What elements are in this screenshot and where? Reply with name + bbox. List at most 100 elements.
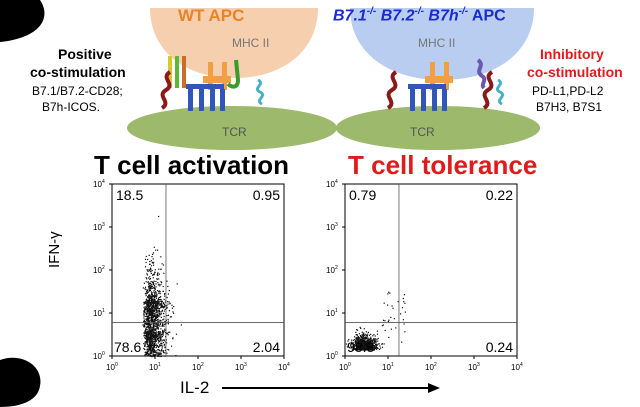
positive-subtitle: co-stimulation <box>30 64 126 80</box>
x-axis-label: IL-2 <box>180 378 210 397</box>
dot-cloud <box>142 215 182 358</box>
y-tick-exponent: 1 <box>102 308 105 314</box>
x-tick-label: 10 <box>468 363 477 372</box>
left-b7-ligand-2 <box>175 56 179 88</box>
right-teal-squiggle <box>495 78 505 106</box>
x-tick-exponent: 2 <box>434 362 437 368</box>
x-tick-exponent: 1 <box>158 362 161 368</box>
inhibitory-subtitle: co-stimulation <box>527 64 623 80</box>
quadrant-upper-left: 18.5 <box>116 187 143 203</box>
y-tick-label: 10 <box>93 180 102 189</box>
right-tcr-stalk-3 <box>432 89 437 111</box>
left-tcr-stalk-3 <box>210 89 215 111</box>
x-tick-exponent: 2 <box>201 362 204 368</box>
x-tick-exponent: 0 <box>115 362 118 368</box>
right-receptor-squiggle-2 <box>482 70 494 110</box>
x-tick-label: 10 <box>425 363 434 372</box>
right-receptor-squiggle-1 <box>386 70 398 110</box>
left-mhc-bar <box>203 76 231 83</box>
right-schematic <box>336 8 540 150</box>
quadrant-upper-left: 0.79 <box>349 187 376 203</box>
left-b7-ligand-3 <box>182 56 186 88</box>
y-tick-label: 10 <box>326 309 335 318</box>
positive-title: Positive <box>58 46 112 62</box>
left-tcr-label: TCR <box>222 125 247 139</box>
right-t-cell <box>336 106 540 150</box>
y-axis-label: IFN-γ <box>46 231 63 268</box>
right-tcr-label: TCR <box>410 125 435 139</box>
x-tick-label: 10 <box>511 363 520 372</box>
quadrant-lower-right: 2.04 <box>253 339 280 355</box>
y-tick-label: 10 <box>93 266 102 275</box>
x-tick-label: 10 <box>235 363 244 372</box>
inhibitory-line-1: PD-L1,PD-L2 <box>532 84 604 98</box>
x-tick-exponent: 3 <box>244 362 247 368</box>
y-tick-label: 10 <box>326 223 335 232</box>
y-tick-exponent: 0 <box>102 351 105 357</box>
wt-apc-cell <box>150 8 318 78</box>
x-tick-exponent: 1 <box>391 362 394 368</box>
positive-line-1: B7.1/B7.2-CD28; <box>32 84 123 98</box>
tolerance-dot-plot: 10 010 010 110 110 210 210 310 310 410 40.79 0.2298… <box>326 179 523 372</box>
y-tick-exponent: 2 <box>102 265 105 271</box>
y-tick-exponent: 3 <box>102 222 105 228</box>
plot-frame <box>344 183 518 357</box>
positive-line-2: B7h-ICOS. <box>42 100 101 114</box>
x-tick-exponent: 3 <box>477 362 480 368</box>
y-tick-label: 10 <box>326 180 335 189</box>
right-mhc-label: MHC II <box>418 36 456 50</box>
x-tick-label: 10 <box>339 363 348 372</box>
y-tick-label: 10 <box>326 266 335 275</box>
mutant-b71: B7.1 <box>333 7 367 25</box>
y-tick-label: 10 <box>326 352 335 361</box>
corner-blob-bottom <box>0 357 41 407</box>
inhibitory-title: Inhibitory <box>540 46 604 62</box>
left-tcr-stalk-2 <box>199 89 204 111</box>
activation-dot-plot: 10 010 010 110 110 210 210 310 310 410 418.5 0.9578… <box>93 179 290 372</box>
activation-title: T cell activation <box>94 150 290 180</box>
left-tcr-stalk-4 <box>220 89 225 111</box>
y-tick-label: 10 <box>93 309 102 318</box>
x-tick-exponent: 4 <box>287 362 290 368</box>
left-schematic <box>127 8 337 150</box>
left-receptor-squiggle <box>160 70 172 110</box>
right-mhc-bar <box>425 76 453 83</box>
x-tick-label: 10 <box>278 363 287 372</box>
right-tcr-bar <box>408 84 446 89</box>
right-tcr-stalk-4 <box>442 89 447 111</box>
x-tick-exponent: 0 <box>348 362 351 368</box>
right-tcr-stalk-1 <box>410 89 415 111</box>
left-green-hook <box>226 59 241 89</box>
x-tick-label: 10 <box>382 363 391 372</box>
y-tick-exponent: 0 <box>335 351 338 357</box>
plot-frame <box>111 183 285 357</box>
x-tick-label: 10 <box>149 363 158 372</box>
mutant-apc-title: B7.1-/- B7.2-/- B7h-/- APC <box>333 6 506 25</box>
y-tick-exponent: 3 <box>335 222 338 228</box>
left-tcr-bar <box>186 84 224 89</box>
quadrant-lower-left: 78.6 <box>114 339 141 355</box>
quadrant-lower-left: 98.8 <box>347 339 374 355</box>
mutant-apc-cell <box>350 8 534 80</box>
y-tick-label: 10 <box>93 223 102 232</box>
dot-cloud <box>345 291 406 351</box>
mutant-b72: B7.2 <box>376 7 415 25</box>
left-mhc-label: MHC II <box>232 36 270 50</box>
quadrant-upper-right: 0.22 <box>486 187 513 203</box>
right-inhibitory-ligand <box>476 58 487 90</box>
left-teal-squiggle <box>255 78 265 106</box>
il2-arrowhead <box>428 383 440 393</box>
left-t-cell <box>127 106 337 150</box>
mutant-b7h-ko: -/- <box>458 6 469 17</box>
mutant-b71-ko: -/- <box>366 6 377 17</box>
quadrant-lower-right: 0.24 <box>486 339 513 355</box>
corner-blob-top <box>0 0 45 42</box>
mutant-b7h: B7h <box>423 7 459 25</box>
inhibitory-line-2: B7H3, B7S1 <box>536 100 603 114</box>
y-tick-exponent: 4 <box>102 179 105 185</box>
left-tcr-stalk-1 <box>188 89 193 111</box>
quadrant-upper-right: 0.95 <box>253 187 280 203</box>
mutant-apc: APC <box>468 7 506 25</box>
right-tcr-stalk-2 <box>421 89 426 111</box>
